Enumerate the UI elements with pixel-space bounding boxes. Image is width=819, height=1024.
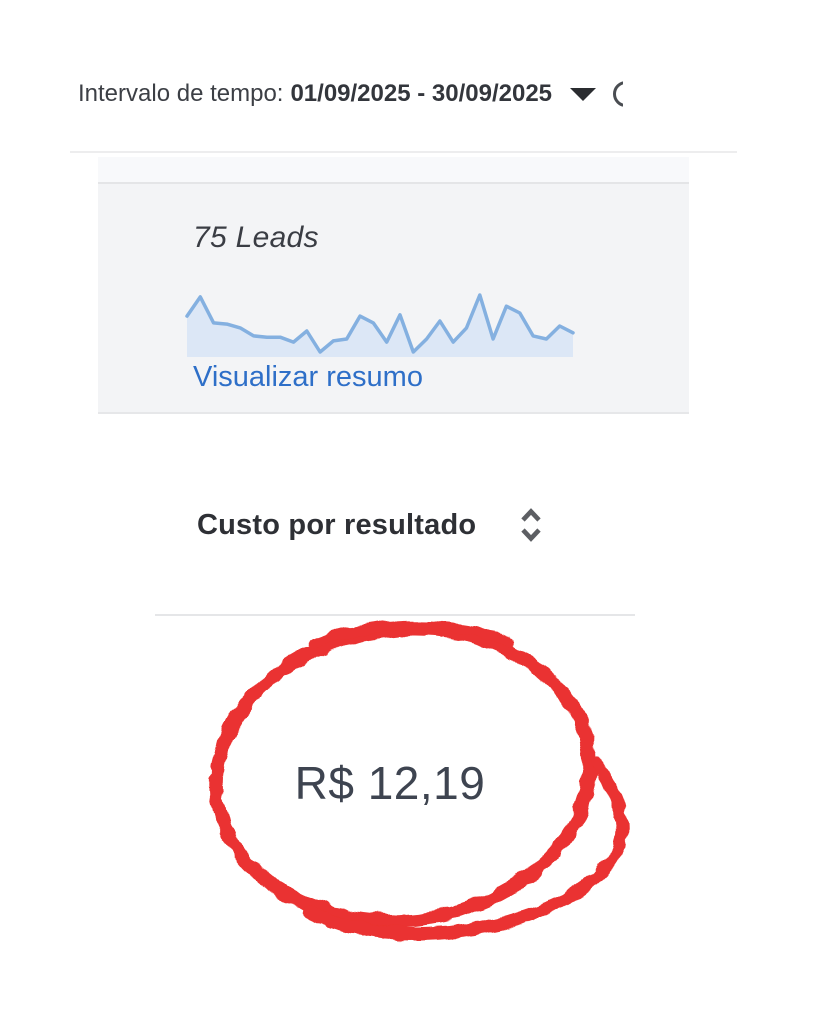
column-header-cost-per-result[interactable]: Custo por resultado [197,506,546,544]
leads-sparkline-chart [185,293,575,357]
time-range-value: 01/09/2025 - 30/09/2025 [290,80,553,107]
leads-count-text: 75 Leads [193,221,319,254]
horizontal-divider [70,151,737,153]
sort-chevrons-icon[interactable] [516,506,546,544]
time-range-label: Intervalo de tempo: [78,80,284,107]
view-summary-link[interactable]: Visualizar resumo [193,361,423,393]
horizontal-divider [155,614,635,616]
time-range-selector[interactable]: Intervalo de tempo: 01/09/2025 - 30/09/2… [78,78,624,110]
partial-circle-icon [611,78,624,110]
caret-down-icon[interactable] [570,87,597,101]
table-row-strip [98,157,689,184]
column-header-label: Custo por resultado [197,508,477,541]
leads-result-cell: 75 Leads Visualizar resumo [98,157,689,414]
cost-per-result-value: R$ 12,19 [294,757,486,809]
